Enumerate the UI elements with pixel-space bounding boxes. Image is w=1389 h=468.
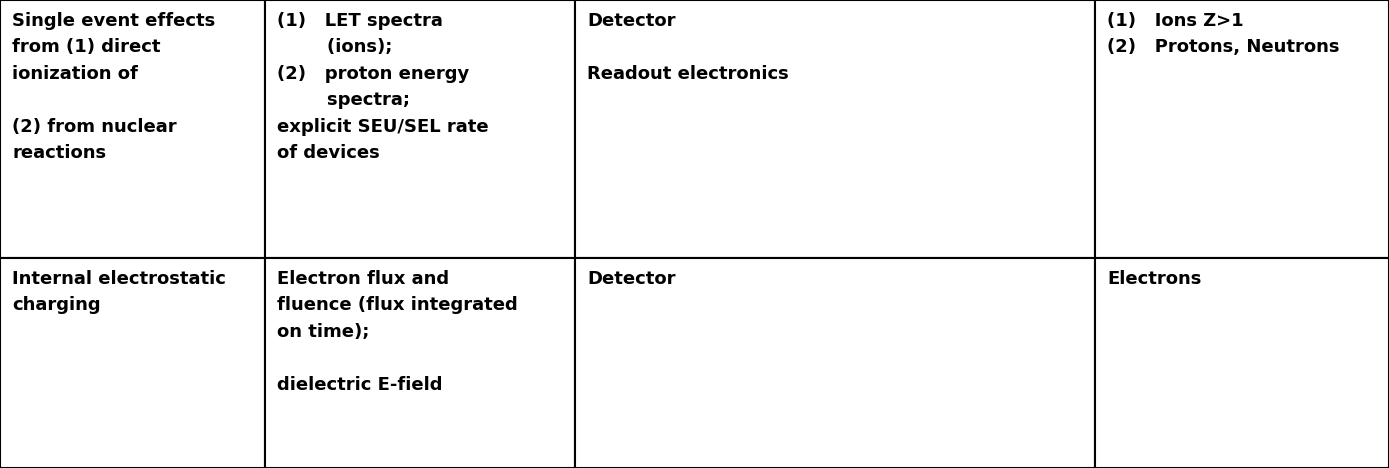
Bar: [1095, 0, 1389, 258]
Bar: [265, 0, 575, 258]
Text: Detector

Readout electronics: Detector Readout electronics: [588, 12, 789, 83]
Bar: [265, 258, 575, 468]
Bar: [0, 258, 265, 468]
Text: Single event effects
from (1) direct
ionization of

(2) from nuclear
reactions: Single event effects from (1) direct ion…: [13, 12, 215, 162]
Text: Electrons: Electrons: [1107, 270, 1201, 288]
Text: (1)   LET spectra
        (ions);
(2)   proton energy
        spectra;
explicit : (1) LET spectra (ions); (2) proton energ…: [276, 12, 489, 162]
Text: Detector: Detector: [588, 270, 675, 288]
Bar: [575, 0, 1095, 258]
Text: Electron flux and
fluence (flux integrated
on time);

dielectric E-field: Electron flux and fluence (flux integrat…: [276, 270, 518, 394]
Bar: [1095, 258, 1389, 468]
Bar: [575, 258, 1095, 468]
Text: Internal electrostatic
charging: Internal electrostatic charging: [13, 270, 226, 314]
Bar: [0, 0, 265, 258]
Text: (1)   Ions Z>1
(2)   Protons, Neutrons: (1) Ions Z>1 (2) Protons, Neutrons: [1107, 12, 1339, 57]
